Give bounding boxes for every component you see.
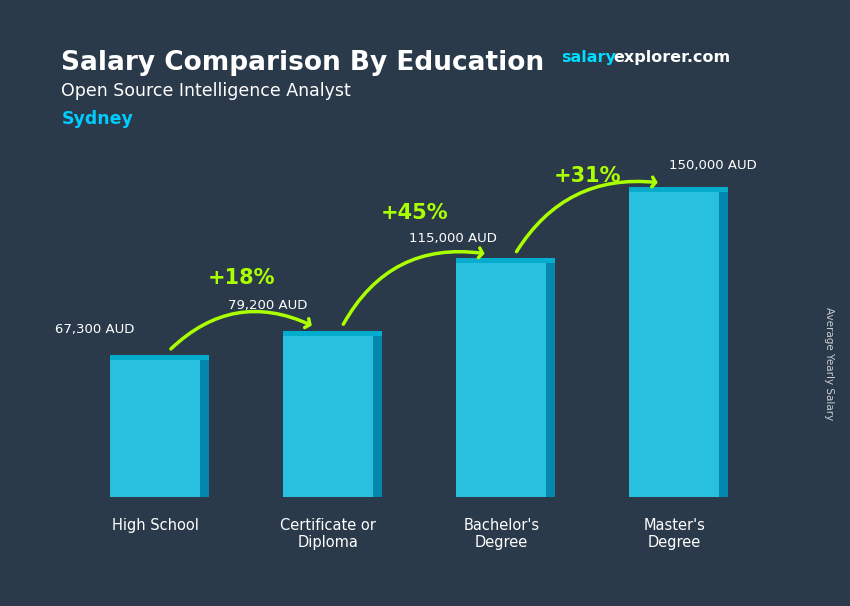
Text: Sydney: Sydney (61, 110, 133, 128)
Bar (629, 187, 728, 192)
Text: 79,200 AUD: 79,200 AUD (228, 299, 307, 311)
Text: salary: salary (561, 50, 615, 65)
Bar (200, 360, 209, 497)
Bar (629, 192, 719, 497)
Text: High School: High School (111, 518, 198, 533)
Bar (283, 331, 382, 336)
Bar (456, 259, 555, 264)
Bar (283, 336, 373, 497)
Text: Certificate or
Diploma: Certificate or Diploma (280, 518, 376, 550)
Text: Average Yearly Salary: Average Yearly Salary (824, 307, 834, 420)
Text: 115,000 AUD: 115,000 AUD (409, 231, 496, 245)
Text: 67,300 AUD: 67,300 AUD (54, 323, 134, 336)
Bar (456, 264, 547, 497)
Text: Bachelor's
Degree: Bachelor's Degree (463, 518, 539, 550)
Text: +31%: +31% (554, 166, 621, 186)
Text: Master's
Degree: Master's Degree (643, 518, 706, 550)
Bar (719, 192, 728, 497)
Text: Open Source Intelligence Analyst: Open Source Intelligence Analyst (61, 82, 351, 100)
Bar (373, 336, 382, 497)
Text: explorer.com: explorer.com (614, 50, 731, 65)
Text: Salary Comparison By Education: Salary Comparison By Education (61, 50, 545, 76)
Bar (110, 355, 209, 360)
Bar (547, 264, 555, 497)
Text: 150,000 AUD: 150,000 AUD (669, 159, 756, 171)
Text: +45%: +45% (381, 202, 449, 222)
Bar (110, 360, 200, 497)
Text: +18%: +18% (208, 268, 275, 288)
